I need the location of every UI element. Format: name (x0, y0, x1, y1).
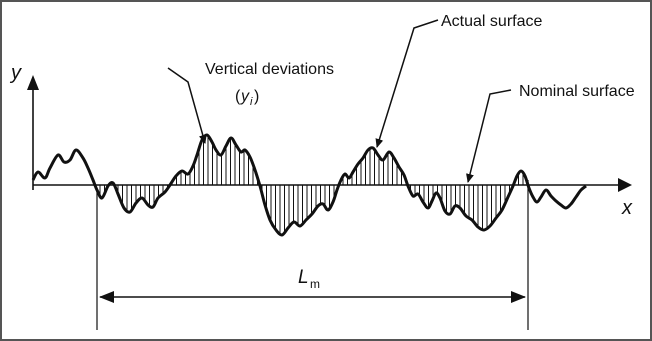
x-axis-arrowhead (618, 178, 632, 192)
y-axis-arrowhead (27, 75, 39, 90)
length-arrowhead-right (511, 291, 526, 303)
actual-surface-label: Actual surface (441, 13, 542, 30)
svg-text:(: ( (235, 88, 241, 105)
svg-text:): ) (254, 88, 259, 105)
actual-surface-profile (31, 133, 587, 237)
deviation-hatching (99, 136, 524, 234)
length-label-main: L (298, 267, 309, 288)
length-label-subscript: m (310, 277, 320, 291)
yi-label-subscript: i (250, 96, 253, 108)
actual-surface-leader (375, 19, 439, 148)
yi-label-main: y (240, 88, 250, 105)
y-axis-label: y (9, 62, 22, 84)
vertical-deviations-label: Vertical deviations (205, 61, 334, 78)
nominal-surface-leader (466, 89, 512, 183)
vertical-deviations-leader (167, 67, 207, 144)
x-axis-label: x (621, 197, 633, 219)
reference-length-label: L m (298, 267, 320, 291)
yi-label: ( y i ) (235, 88, 259, 108)
length-arrowhead-left (99, 291, 114, 303)
nominal-surface-label: Nominal surface (519, 83, 635, 100)
